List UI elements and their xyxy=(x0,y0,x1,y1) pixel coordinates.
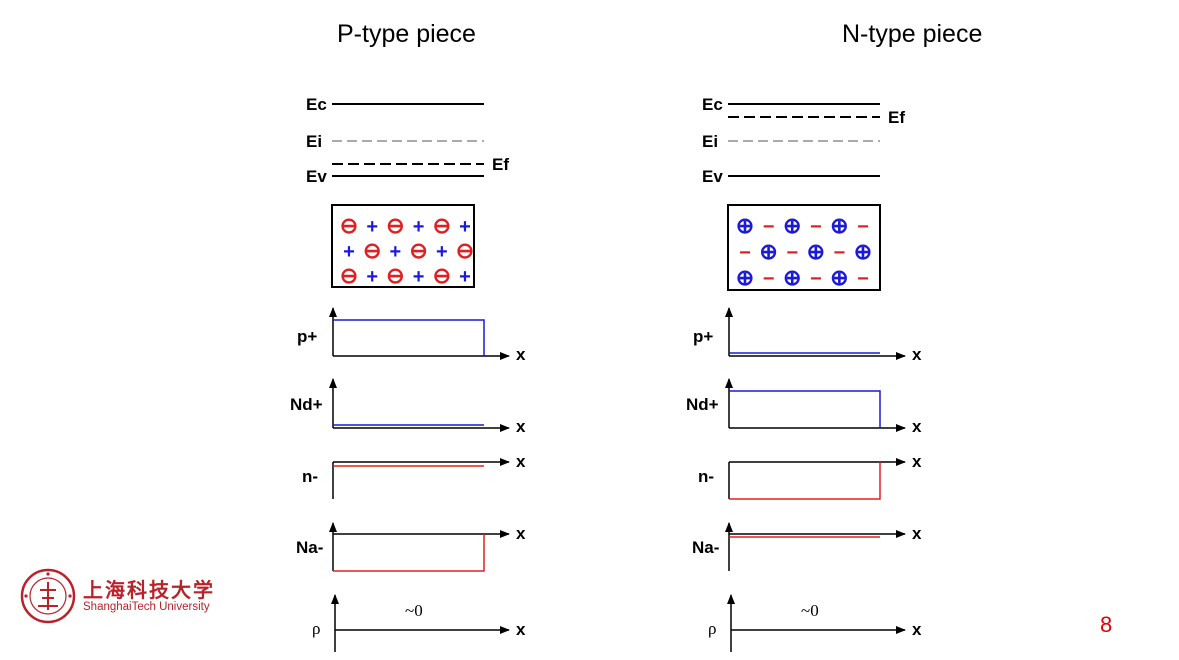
p-lattice-symbol-1-1: ⊖ xyxy=(363,238,381,263)
n-lattice-symbol-1-3: ⊕ xyxy=(807,239,825,264)
p-ev-label: Ev xyxy=(306,167,327,186)
n-lattice-symbol-0-0: ⊕ xyxy=(736,213,754,238)
seal-icon xyxy=(20,568,76,624)
n-lattice-symbol-0-3: − xyxy=(810,216,822,238)
p-type-title: P-type piece xyxy=(337,20,476,48)
n-ei-label: Ei xyxy=(702,132,718,151)
p-plot-nd-xlabel: x xyxy=(516,417,526,436)
n-plot-p-label: p+ xyxy=(693,327,713,346)
p-lattice-symbol-0-3: + xyxy=(413,216,425,238)
n-lattice-symbol-0-2: ⊕ xyxy=(783,213,801,238)
p-plot-rho-xlabel: x xyxy=(516,620,526,639)
n-lattice-symbol-1-1: ⊕ xyxy=(759,239,777,264)
p-plot-rho: ρ x ~0 xyxy=(312,594,526,652)
n-plot-nd-label: Nd+ xyxy=(686,395,719,414)
p-plot-nd: Nd+ x xyxy=(290,378,526,436)
p-band-diagram: Ec Ei Ef Ev xyxy=(306,95,509,186)
p-lattice-symbol-1-5: ⊖ xyxy=(456,238,474,263)
p-ef-label: Ef xyxy=(492,155,509,174)
logo-english-name: ShanghaiTech University xyxy=(83,601,210,613)
university-logo[interactable]: 上海科技大学 ShanghaiTech University xyxy=(20,568,230,624)
n-lattice-symbol-0-1: − xyxy=(763,216,775,238)
n-lattice: ⊕ − ⊕ − ⊕ −− ⊕ − ⊕ − ⊕⊕ − ⊕ − ⊕ − xyxy=(736,213,872,290)
n-band-diagram: Ec Ef Ei Ev xyxy=(702,95,905,186)
n-plot-n: n- x xyxy=(698,452,922,500)
p-lattice-symbol-2-5: + xyxy=(459,266,471,288)
p-lattice-symbol-0-5: + xyxy=(459,216,471,238)
n-ef-label: Ef xyxy=(888,108,905,127)
n-plot-n-curve xyxy=(729,462,881,500)
n-plot-nd-xlabel: x xyxy=(912,417,922,436)
n-lattice-symbol-2-2: ⊕ xyxy=(783,265,801,290)
n-plot-rho-label: ρ xyxy=(708,619,716,638)
p-lattice-symbol-2-2: ⊖ xyxy=(386,263,404,288)
n-lattice-symbol-1-5: ⊕ xyxy=(854,239,872,264)
p-lattice-symbol-2-1: + xyxy=(366,266,378,288)
p-lattice-symbol-1-3: ⊖ xyxy=(409,238,427,263)
n-lattice-symbol-2-5: − xyxy=(857,268,869,290)
n-plot-rho-approx: ~0 xyxy=(801,601,819,620)
p-lattice-symbol-2-3: + xyxy=(413,266,425,288)
n-lattice-symbol-0-5: − xyxy=(857,216,869,238)
n-lattice-symbol-1-0: − xyxy=(739,242,751,264)
n-lattice-symbol-2-1: − xyxy=(763,268,775,290)
p-plot-n-xlabel: x xyxy=(516,452,526,471)
n-ev-label: Ev xyxy=(702,167,723,186)
n-ec-label: Ec xyxy=(702,95,723,114)
logo-chinese-name: 上海科技大学 xyxy=(83,578,215,602)
p-lattice-symbol-0-4: ⊖ xyxy=(433,213,451,238)
p-lattice-symbol-0-1: + xyxy=(366,216,378,238)
p-lattice-symbol-0-2: ⊖ xyxy=(386,213,404,238)
p-plot-na-curve xyxy=(333,534,485,572)
p-lattice-box xyxy=(331,204,475,288)
p-plot-n-label: n- xyxy=(302,467,318,486)
n-plot-nd-curve xyxy=(729,390,881,428)
n-plot-rho: ρ x ~0 xyxy=(708,594,922,652)
p-lattice-symbol-0-0: ⊖ xyxy=(340,213,358,238)
n-lattice-symbol-2-3: − xyxy=(810,268,822,290)
n-plot-na-label: Na- xyxy=(692,538,719,557)
p-ec-label: Ec xyxy=(306,95,327,114)
n-lattice-symbol-1-4: − xyxy=(834,242,846,264)
p-plot-na-label: Na- xyxy=(296,538,323,557)
p-plot-p-plus: p+ x xyxy=(297,307,526,364)
p-ei-label: Ei xyxy=(306,132,322,151)
page-number: 8 xyxy=(1100,612,1113,637)
p-plot-na: Na- x xyxy=(296,522,526,572)
p-plot-n: n- x xyxy=(302,452,526,499)
p-plot-rho-label: ρ xyxy=(312,619,320,638)
p-plot-nd-label: Nd+ xyxy=(290,395,323,414)
p-plot-p-curve xyxy=(333,319,485,356)
p-plot-rho-approx: ~0 xyxy=(405,601,423,620)
n-lattice-symbol-1-2: − xyxy=(786,242,798,264)
p-lattice-symbol-2-0: ⊖ xyxy=(340,263,358,288)
n-plot-n-xlabel: x xyxy=(912,452,922,471)
n-plot-na-xlabel: x xyxy=(912,524,922,543)
p-plot-p-xlabel: x xyxy=(516,345,526,364)
p-plot-na-xlabel: x xyxy=(516,524,526,543)
p-plot-p-label: p+ xyxy=(297,327,317,346)
n-plot-nd: Nd+ x xyxy=(686,378,922,436)
p-lattice-symbol-1-0: + xyxy=(343,241,355,263)
n-lattice-symbol-2-0: ⊕ xyxy=(736,265,754,290)
n-lattice-symbol-2-4: ⊕ xyxy=(830,265,848,290)
n-lattice-box xyxy=(727,204,881,291)
n-plot-p-xlabel: x xyxy=(912,345,922,364)
n-lattice-symbol-0-4: ⊕ xyxy=(830,213,848,238)
n-type-title: N-type piece xyxy=(842,20,983,48)
p-lattice-symbol-2-4: ⊖ xyxy=(433,263,451,288)
n-plot-p-plus: p+ x xyxy=(693,307,922,364)
n-plot-rho-xlabel: x xyxy=(912,620,922,639)
n-plot-n-label: n- xyxy=(698,467,714,486)
p-lattice-symbol-1-4: + xyxy=(436,241,448,263)
p-lattice: ⊖ + ⊖ + ⊖ ++ ⊖ + ⊖ + ⊖⊖ + ⊖ + ⊖ + xyxy=(340,213,474,288)
p-lattice-symbol-1-2: + xyxy=(390,241,402,263)
n-plot-na: Na- x xyxy=(692,522,922,571)
